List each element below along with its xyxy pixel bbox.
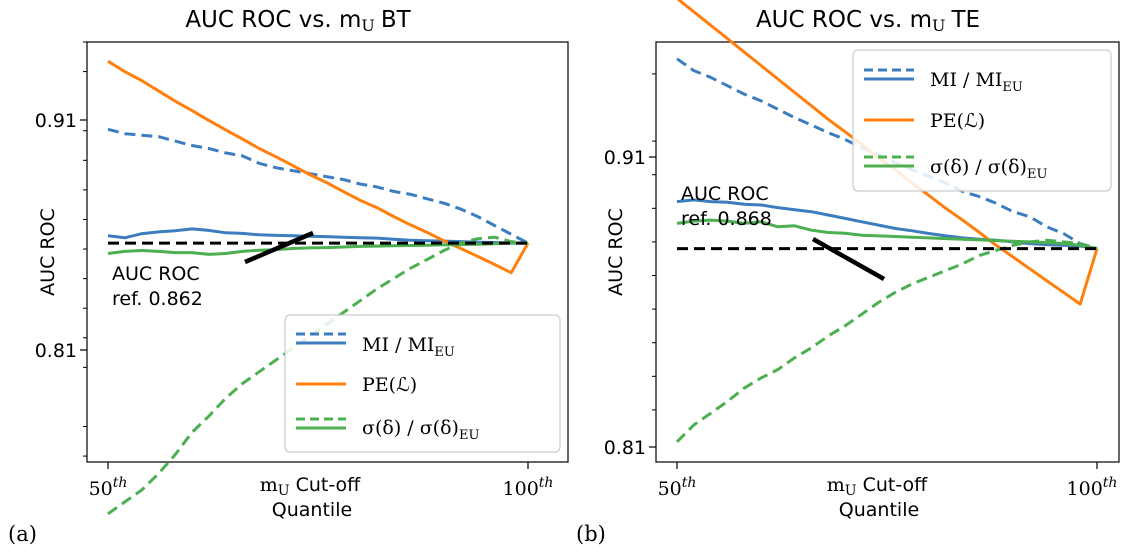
panel-b-legend-label-pe: PE(ℒ)	[930, 110, 985, 132]
panel-a-title: AUC ROC vs. mU BT	[185, 7, 411, 35]
panel-b-legend: MI / MIEU PE(ℒ) σ(δ) / σ(δ)EU	[852, 49, 1112, 192]
panel-b-ytick-label: 0.91	[604, 147, 646, 169]
panel-a-chart: AUC ROC vs. mU BT AUC ROC ref. 0.862 0.91…	[8, 7, 569, 546]
panel-b-label: (b)	[576, 522, 606, 546]
panel-a-label: (a)	[8, 522, 37, 546]
panel-a-ytick-label: 0.81	[35, 340, 77, 362]
panel-b-title: AUC ROC vs. mU TE	[756, 7, 980, 35]
panel-b-series-sigma-solid	[676, 218, 1098, 251]
panel-b-ref-label-line1: AUC ROC	[681, 183, 769, 205]
panel-b-xlabel-line2: Quantile	[839, 499, 919, 521]
panel-b-y-minor-ticks	[652, 73, 656, 411]
panel-b-chart: AUC ROC vs. mU TE AUC ROC ref. 0.868 0.91…	[576, 0, 1120, 546]
panel-a-xtick-label: 50th	[89, 475, 128, 500]
panel-b-series-mi-solid	[676, 198, 1098, 251]
panel-b-plot-frame	[655, 41, 1120, 463]
panel-a-legend-label-pe: PE(ℒ)	[362, 374, 417, 396]
panel-a-ref-label-line1: AUC ROC	[112, 263, 200, 285]
panel-b-ylabel: AUC ROC	[605, 208, 627, 296]
panel-b-annotation-arrow	[811, 237, 886, 281]
panel-a-ylabel: AUC ROC	[37, 208, 59, 296]
panel-a-series-pe-solid	[107, 59, 530, 275]
panel-a-legend-label-mi: MI / MIEU	[362, 334, 455, 360]
panel-b-series-mi-dashed	[676, 57, 1098, 251]
panel-b-series-sigma-dashed	[675, 238, 1098, 443]
panel-a-xlabel-line2: Quantile	[272, 499, 352, 521]
panel-a-series-sigma-solid	[107, 241, 528, 256]
panel-a-series-mi-solid	[107, 227, 528, 245]
panel-b-xtick-label: 50th	[658, 475, 697, 500]
panel-b-legend-label-sigma: σ(δ) / σ(δ)EU	[930, 156, 1047, 182]
panel-a-plot-frame	[86, 41, 569, 463]
panel-b-xtick-label: 100th	[1067, 475, 1118, 500]
panel-a-legend: MI / MIEU PE(ℒ) σ(δ) / σ(δ)EU	[284, 314, 561, 453]
panel-b-legend-label-mi: MI / MIEU	[930, 69, 1023, 95]
panel-a-ref-label-line2: ref. 0.862	[112, 288, 203, 310]
panel-a-ytick-label: 0.91	[35, 110, 77, 132]
panel-a-xtick-label: 100th	[503, 475, 554, 500]
panel-b-xlabel-line1: mU Cut-off	[827, 474, 928, 499]
panel-a-series-mi-dashed	[107, 127, 529, 245]
panel-b-legend-box	[852, 49, 1112, 192]
panel-b-ytick-label: 0.81	[604, 437, 646, 459]
panel-a-annotation-arrow	[244, 230, 314, 265]
panel-b-ref-label-line2: ref. 0.868	[681, 208, 772, 230]
panel-a-y-minor-ticks	[83, 41, 87, 457]
panel-a-legend-box	[284, 314, 561, 453]
panel-a-xlabel-line1: mU Cut-off	[260, 474, 361, 499]
panel-a-legend-label-sigma: σ(δ) / σ(δ)EU	[362, 417, 479, 443]
